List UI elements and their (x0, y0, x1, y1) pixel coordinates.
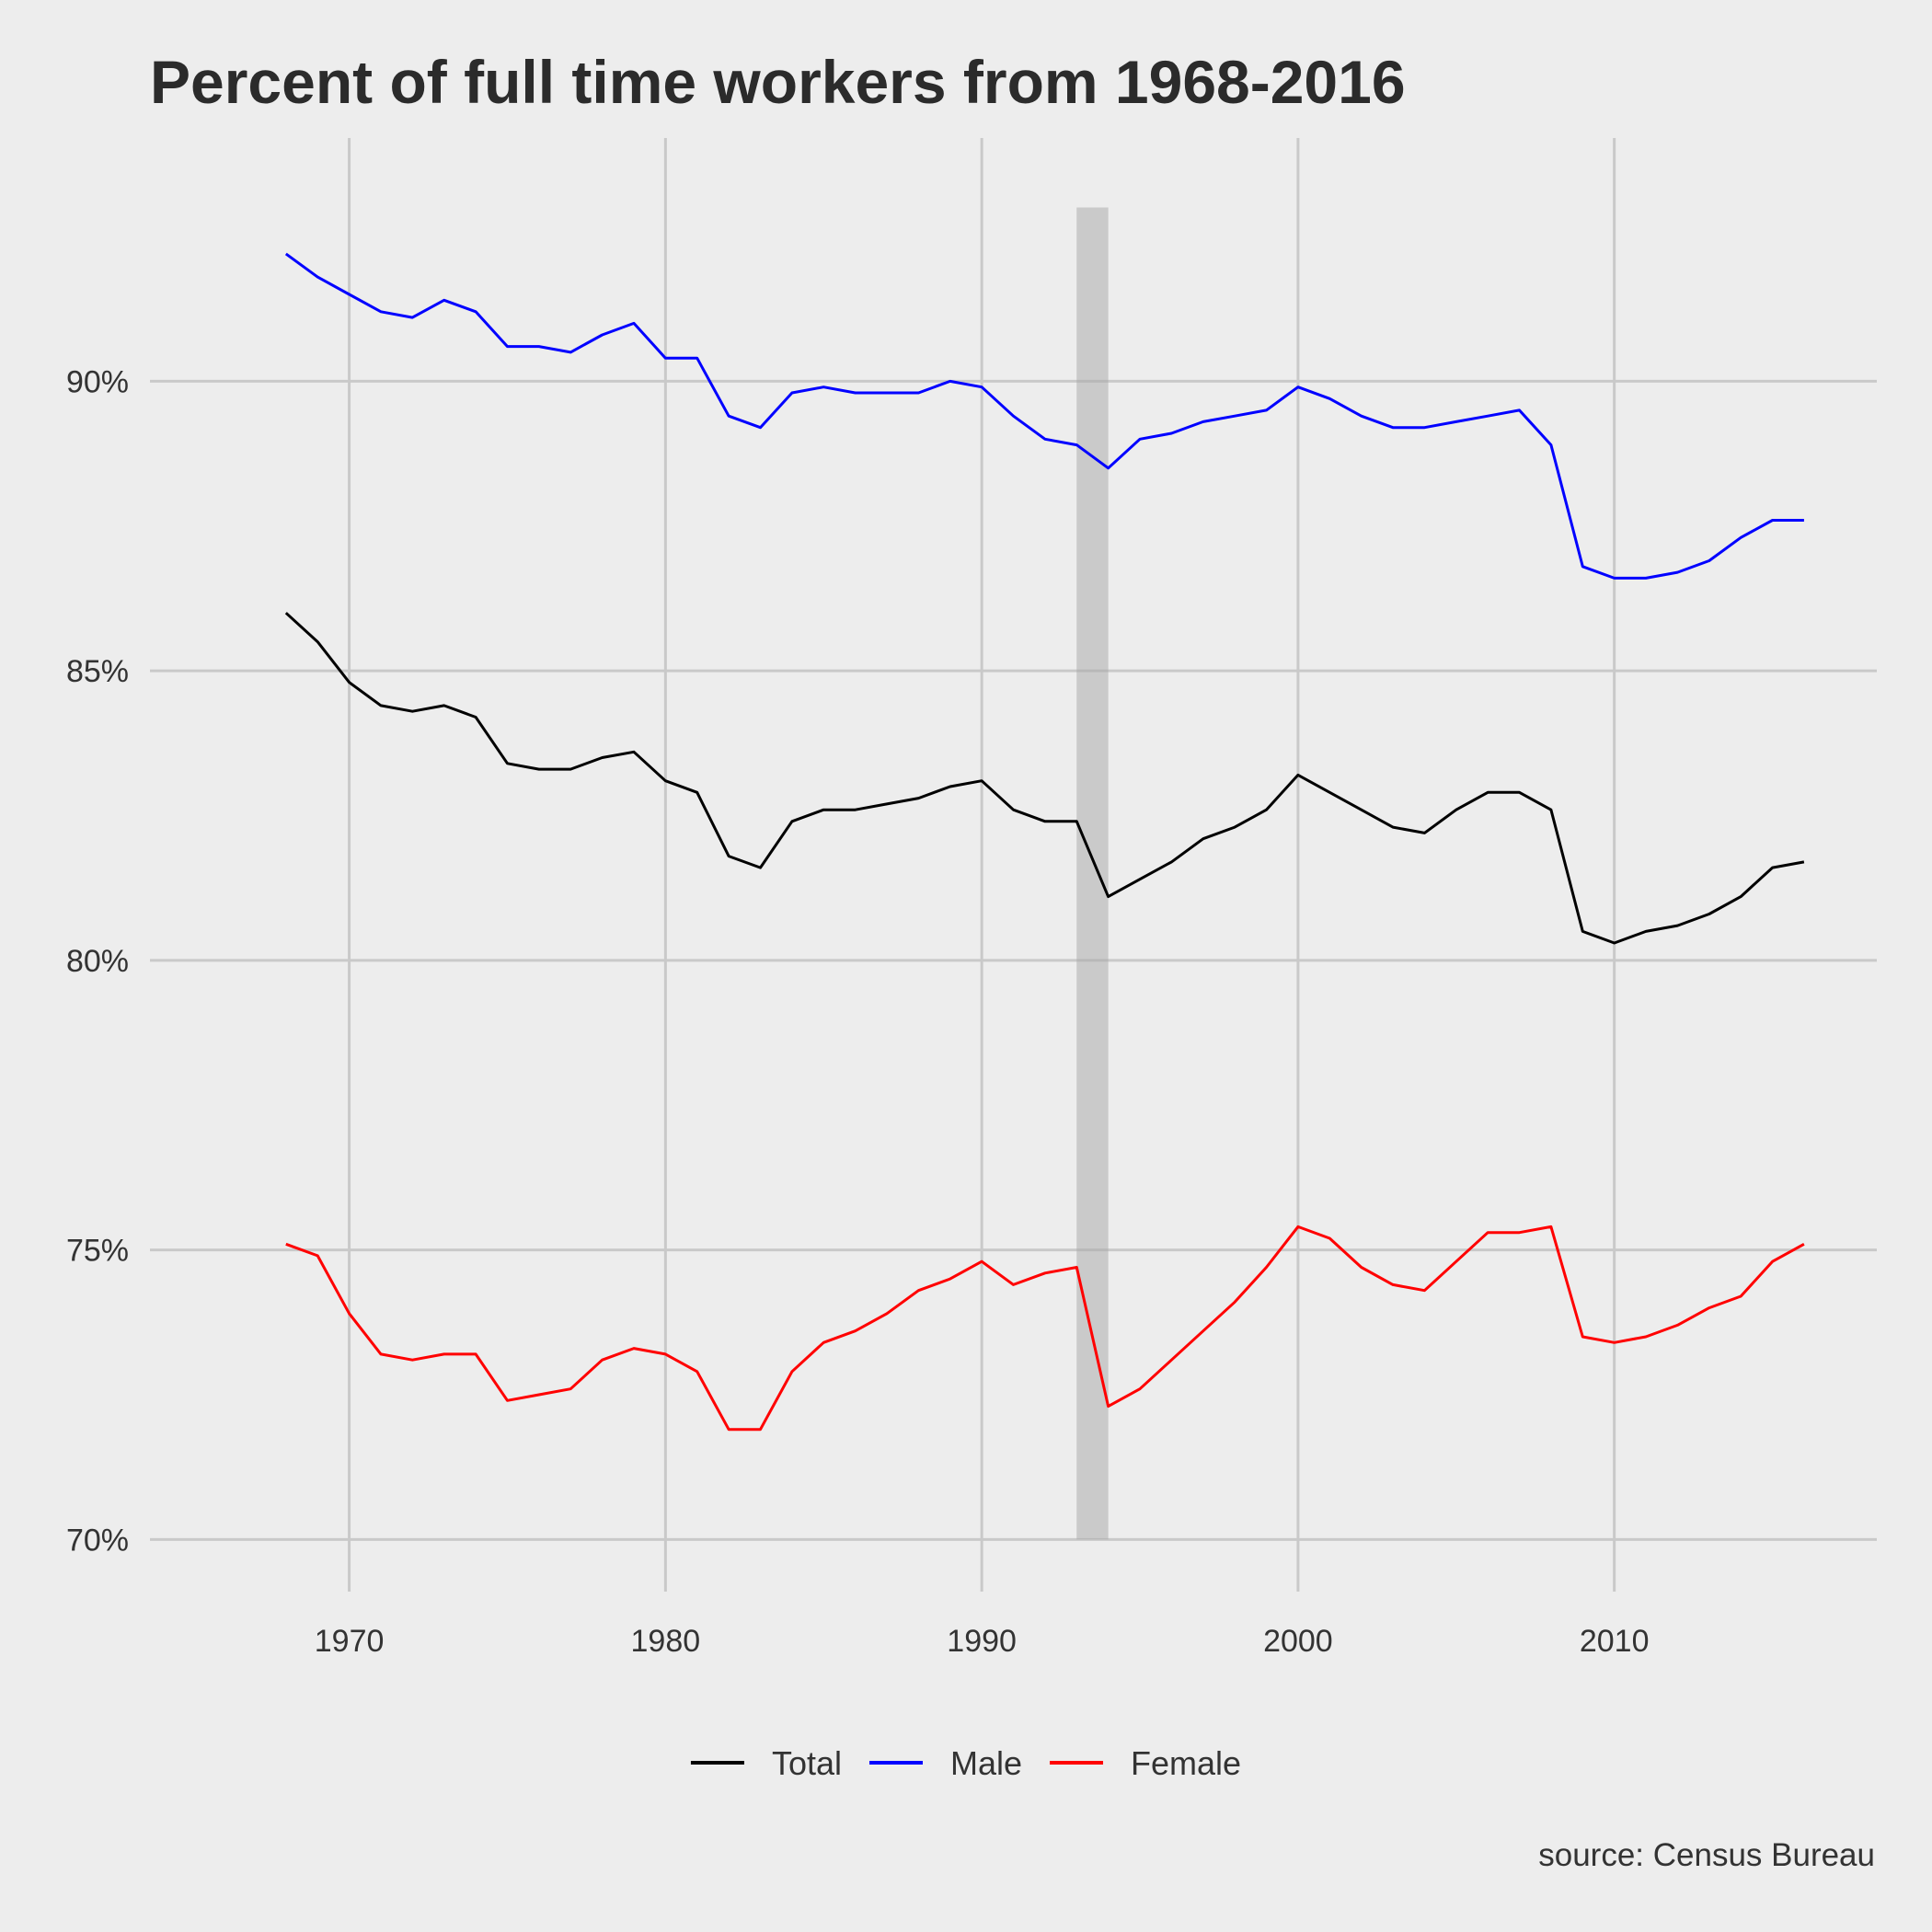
y-tick-label: 80% (66, 944, 129, 979)
x-tick-label: 1970 (315, 1624, 385, 1659)
series-line-female (285, 1225, 1805, 1432)
y-gridlines (150, 379, 1877, 1541)
shaded-band (1076, 207, 1109, 1540)
x-axis-tick-labels: 1970 1980 1990 2000 2010 (315, 1624, 1650, 1659)
x-gridlines (348, 138, 1616, 1592)
legend-label: Female (1131, 1744, 1241, 1782)
caption-source: source: Census Bureau (1538, 1837, 1875, 1873)
legend-label: Total (772, 1744, 842, 1782)
y-axis-tick-labels: 70% 75% 80% 85% 90% (66, 364, 129, 1558)
series-line-total (284, 612, 1805, 945)
y-tick-label: 85% (66, 654, 129, 689)
x-tick-label: 2000 (1263, 1624, 1333, 1659)
x-tick-label: 1980 (631, 1624, 701, 1659)
series-line-male (284, 252, 1804, 580)
y-tick-label: 70% (66, 1523, 129, 1558)
shaded-region (1076, 207, 1109, 1540)
legend-item-female: Female (1050, 1744, 1241, 1782)
legend-item-male: Male (868, 1744, 1022, 1782)
chart-title: Percent of full time workers from 1968-2… (150, 48, 1406, 116)
legend: Total Male Female (690, 1744, 1241, 1782)
legend-label: Male (950, 1744, 1022, 1782)
legend-item-total: Total (690, 1744, 842, 1782)
series-lines (284, 252, 1805, 1432)
y-tick-label: 75% (66, 1234, 129, 1269)
x-tick-label: 2010 (1580, 1624, 1650, 1659)
x-tick-label: 1990 (947, 1624, 1017, 1659)
y-tick-label: 90% (66, 364, 129, 399)
